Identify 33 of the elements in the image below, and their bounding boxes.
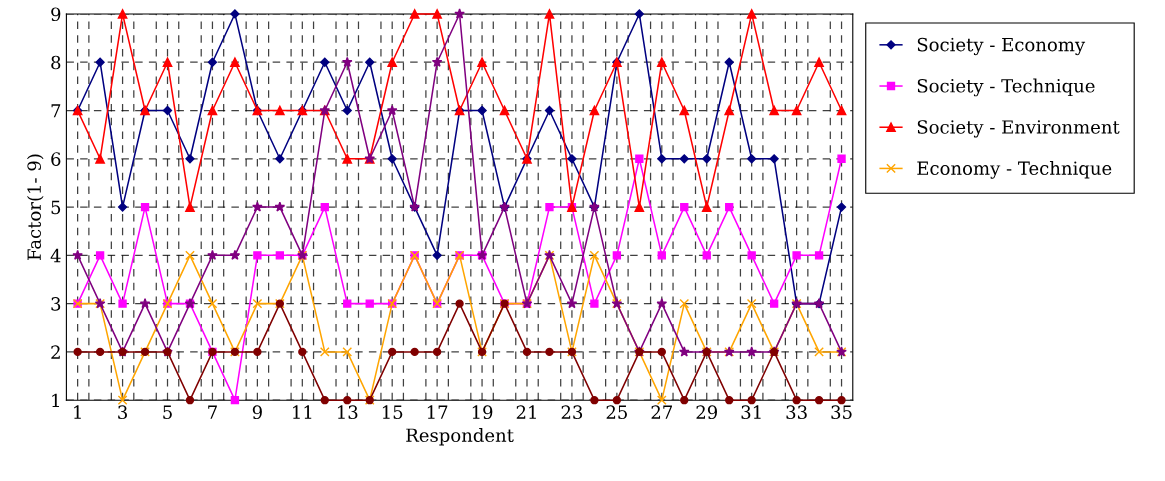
x-tick-label: 25 — [606, 405, 627, 420]
y-tick-label: 4 — [50, 248, 61, 263]
x-tick-label: 31 — [741, 405, 761, 420]
y-tick-label: 3 — [51, 297, 61, 311]
legend-label: Society - Environment — [917, 120, 1120, 138]
x-tick-label: 35 — [831, 405, 852, 420]
x-tick-label: 15 — [382, 405, 403, 420]
y-tick-label: 9 — [51, 7, 61, 22]
y-tick-label: 7 — [51, 104, 61, 118]
y-tick-label: 1 — [52, 393, 59, 408]
x-tick-label: 21 — [516, 405, 536, 419]
x-tick-label: 19 — [472, 405, 493, 420]
x-axis-title: Respondent — [406, 428, 514, 446]
y-axis-title: Factor(1- 9) — [27, 154, 44, 260]
x-tick-label: 5 — [163, 405, 172, 420]
y-tick-label: 8 — [51, 55, 61, 70]
x-tick-label: 17 — [427, 405, 448, 419]
legend-label: Economy - Technique — [917, 161, 1112, 179]
x-tick-label: 27 — [651, 405, 672, 419]
x-tick-label: 3 — [118, 405, 127, 420]
x-tick-label: 23 — [561, 405, 583, 420]
legend-label: Society - Technique — [917, 78, 1095, 97]
x-tick-label: 29 — [696, 405, 718, 420]
x-tick-label: 13 — [337, 405, 358, 420]
y-tick-label: 6 — [51, 152, 61, 166]
x-tick-label: 1 — [74, 405, 81, 419]
y-tick-label: 2 — [51, 345, 60, 359]
y-tick-label: 5 — [51, 200, 61, 215]
x-tick-label: 7 — [208, 405, 217, 419]
x-tick-label: 33 — [786, 405, 807, 420]
x-tick-label: 9 — [252, 405, 262, 420]
legend-label: Society - Economy — [917, 37, 1086, 56]
x-tick-label: 11 — [293, 405, 312, 419]
